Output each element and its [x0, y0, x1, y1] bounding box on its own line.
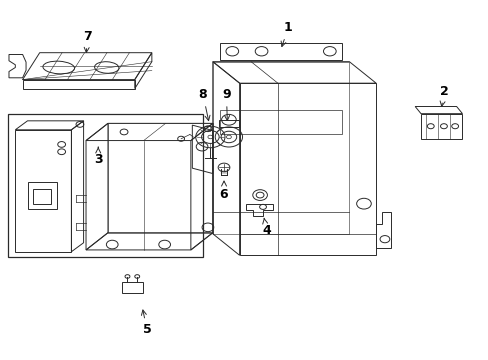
Text: 5: 5: [141, 310, 151, 336]
Text: 3: 3: [94, 147, 102, 166]
Bar: [8, 114, 203, 257]
Text: 8: 8: [198, 88, 209, 121]
Text: 6: 6: [219, 181, 228, 201]
Text: 2: 2: [439, 85, 448, 106]
Text: 4: 4: [262, 218, 270, 237]
Text: 1: 1: [281, 21, 292, 46]
Text: 9: 9: [222, 88, 230, 121]
Text: 7: 7: [83, 30, 92, 53]
